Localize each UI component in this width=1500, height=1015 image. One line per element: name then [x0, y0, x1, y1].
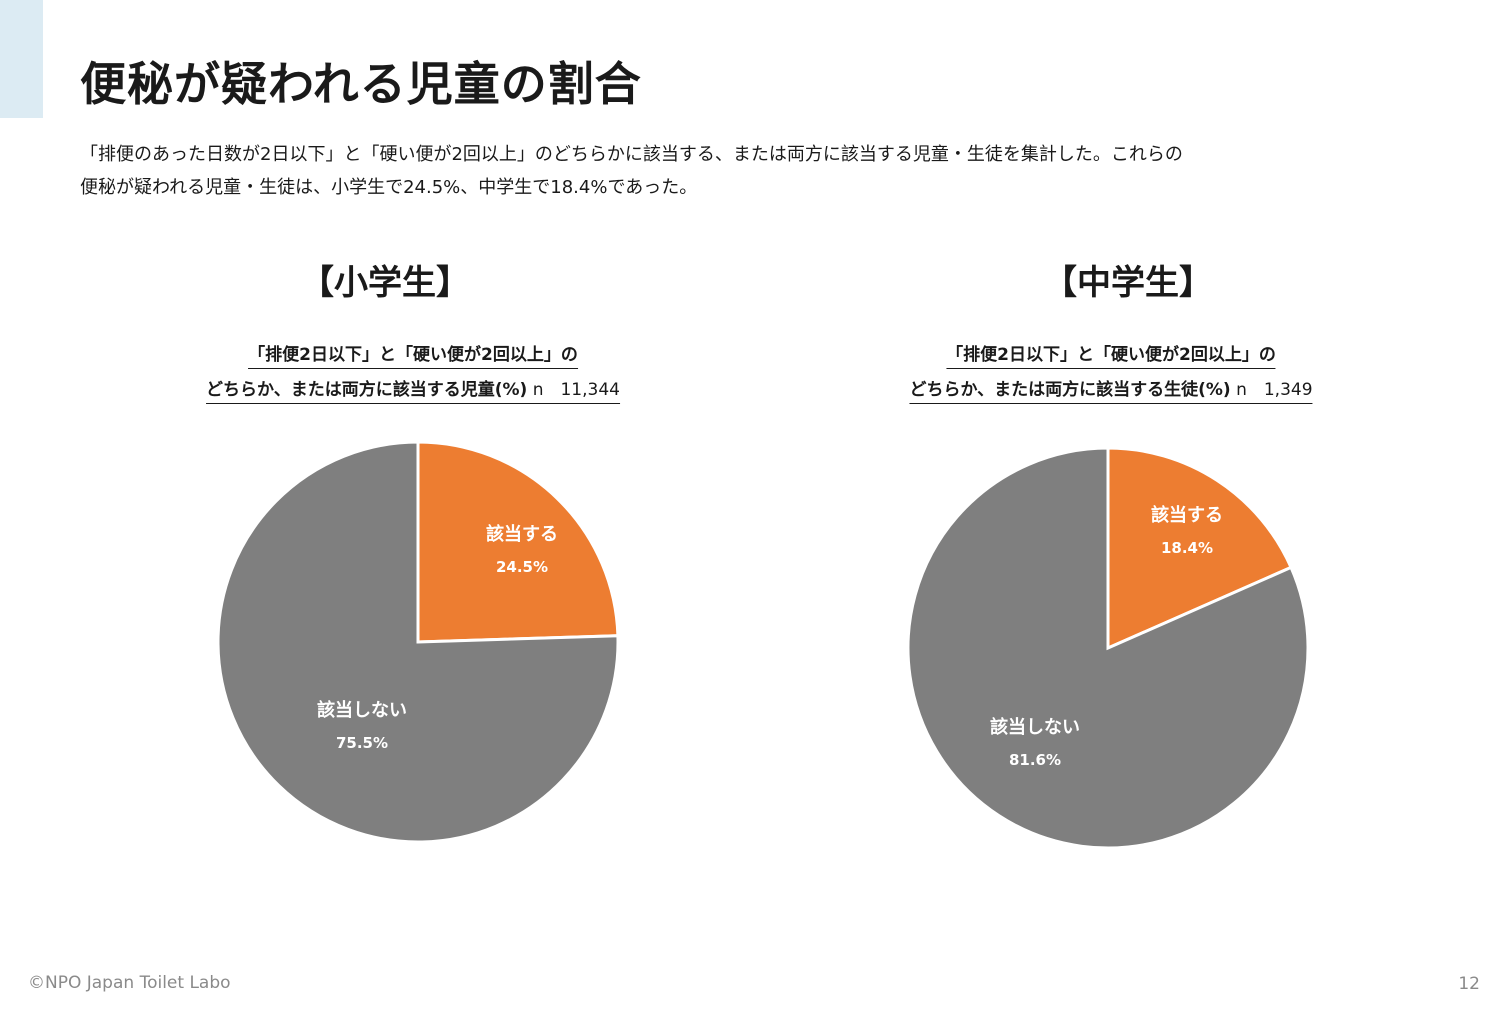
description-line: 「排便のあった日数が2日以下」と「硬い便が2回以上」のどちらかに該当する、または…: [80, 144, 1183, 165]
panel-heading-elementary: 【小学生】: [300, 263, 470, 303]
caption-line1: 「排便2日以下」と「硬い便が2回以上」の: [248, 345, 578, 365]
description: 「排便のあった日数が2日以下」と「硬い便が2回以上」のどちらかに該当する、または…: [80, 138, 1420, 204]
n-label: n 1,349: [1236, 380, 1313, 400]
footer-copyright: ©NPO Japan Toilet Labo: [28, 973, 231, 993]
caption-line1: 「排便2日以下」と「硬い便が2回以上」の: [946, 345, 1276, 365]
accent-bar: [0, 0, 43, 118]
panel-heading-junior-high: 【中学生】: [1043, 263, 1213, 303]
chart-caption-elementary: 「排便2日以下」と「硬い便が2回以上」の どちらか、または両方に該当する児童(%…: [206, 338, 620, 408]
pie-chart-junior-high: 該当する 18.4% 該当しない 81.6%: [906, 446, 1310, 850]
slice-value-label: 75.5%: [336, 734, 388, 752]
pie-slice-applicable: [1106, 446, 1294, 651]
chart-caption-junior-high: 「排便2日以下」と「硬い便が2回以上」の どちらか、または両方に該当する生徒(%…: [909, 338, 1313, 408]
slice-value-label: 18.4%: [1161, 539, 1213, 557]
page-number: 12: [1458, 974, 1480, 994]
pie-chart-elementary: 該当する 24.5% 該当しない 75.5%: [216, 440, 620, 844]
n-label: n 11,344: [532, 380, 620, 400]
pie-slice-applicable: [416, 440, 620, 644]
slice-label: 該当しない: [990, 716, 1080, 738]
caption-line2: どちらか、または両方に該当する生徒(%): [909, 380, 1231, 400]
slice-value-label: 24.5%: [496, 558, 548, 576]
slice-value-label: 81.6%: [1009, 751, 1061, 769]
slice-label: 該当しない: [317, 699, 407, 721]
page-title: 便秘が疑われる児童の割合: [80, 57, 642, 111]
pie-slice-not-applicable: [906, 446, 1310, 850]
caption-line2: どちらか、または両方に該当する児童(%): [206, 380, 528, 400]
description-line: 便秘が疑われる児童・生徒は、小学生で24.5%、中学生で18.4%であった。: [80, 177, 698, 198]
slice-label: 該当する: [1151, 504, 1223, 526]
pie-slice-not-applicable: [216, 440, 620, 844]
slice-label: 該当する: [486, 523, 558, 545]
